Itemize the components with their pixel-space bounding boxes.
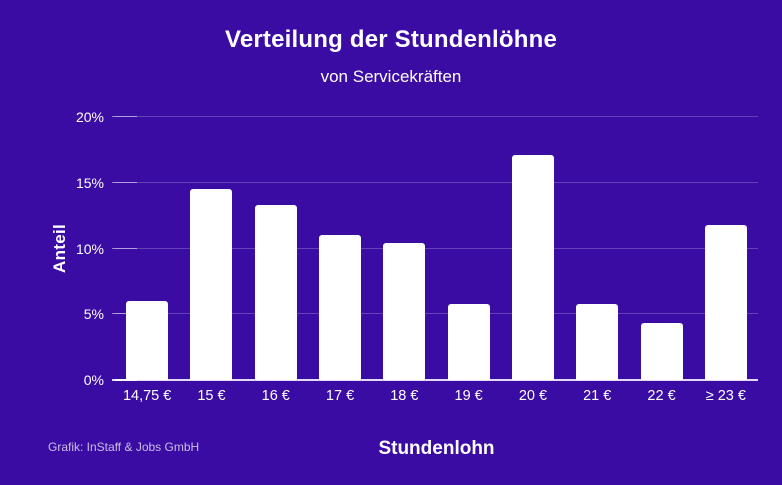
chart-subtitle: von Servicekräften [320,67,462,86]
bar-slot [372,117,436,380]
x-tick-label: 21 € [583,388,612,404]
bar-slot [629,117,693,380]
grid-line [115,379,758,381]
grid-line [115,247,758,249]
y-tick-mark [112,313,137,315]
y-tick-label: 10% [75,240,104,257]
grid-line [115,313,758,315]
bar-slot [244,117,308,380]
y-axis-title: Anteil [50,223,69,274]
bar-21-eur [576,303,619,380]
bar-slot [115,117,179,380]
x-tick-label: 16 € [261,388,290,404]
grid-line [115,181,758,183]
bar-14-75-eur [126,301,169,380]
y-tick-mark [112,379,137,381]
bar-15-eur [190,189,233,380]
y-tick-mark [112,116,137,117]
bar-slot [436,117,500,380]
bars-group [115,117,758,380]
bar-slot [179,117,243,380]
bar-16-eur [254,205,297,380]
y-tick-label: 5% [83,306,104,323]
x-tick-label: 19 € [454,388,483,404]
credit-text: Grafik: InStaff & Jobs GmbH [48,440,200,454]
y-tick-label: 20% [75,109,104,125]
y-tick-mark [112,247,137,249]
y-tick-label: 0% [83,372,104,388]
y-tick-label: 15% [75,174,104,191]
bar-19-eur [447,303,490,380]
x-tick-label: 15 € [197,388,226,404]
bar-slot [308,117,372,380]
x-tick-label: 14,75 € [122,388,172,404]
bar-slot [694,117,758,380]
chart-title: Verteilung der Stundenlöhne [224,26,558,53]
bar-22-eur [640,323,683,380]
x-tick-label: 22 € [647,388,676,404]
x-tick-label: 18 € [390,388,419,404]
bar-17-eur [319,235,362,380]
x-axis-labels: 14,75 € 15 € 16 € 17 € 18 € 19 € 20 € 21… [115,388,758,404]
bar-slot [565,117,629,380]
y-tick-mark [112,181,137,183]
x-tick-label: 17 € [325,388,355,404]
plot-area: 20% 15% 10% 5% 0% [76,109,758,388]
chart-header: Verteilung der Stundenlöhne von Servicek… [0,0,782,87]
x-tick-label: 20 € [518,388,548,404]
x-axis-title: Stundenlohn [378,438,495,459]
bar-23-plus-eur [704,224,747,380]
bar-18-eur [383,243,426,380]
grid-line [115,116,758,117]
bar-slot [501,117,565,380]
x-tick-label: ≥ 23 € [705,388,746,404]
bar-20-eur [511,155,554,380]
